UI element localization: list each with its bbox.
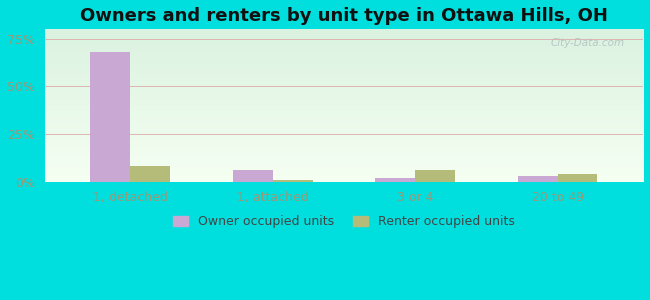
Bar (517, 176, 558, 182)
Text: City-Data.com: City-Data.com (551, 38, 625, 48)
Bar (415, 170, 455, 182)
Bar (233, 170, 272, 182)
Title: Owners and renters by unit type in Ottawa Hills, OH: Owners and renters by unit type in Ottaw… (80, 7, 608, 25)
Legend: Owner occupied units, Renter occupied units: Owner occupied units, Renter occupied un… (168, 210, 520, 233)
Bar (272, 180, 313, 182)
Bar (558, 174, 597, 182)
Bar (130, 166, 170, 182)
Bar (375, 178, 415, 182)
Bar (90, 52, 130, 182)
